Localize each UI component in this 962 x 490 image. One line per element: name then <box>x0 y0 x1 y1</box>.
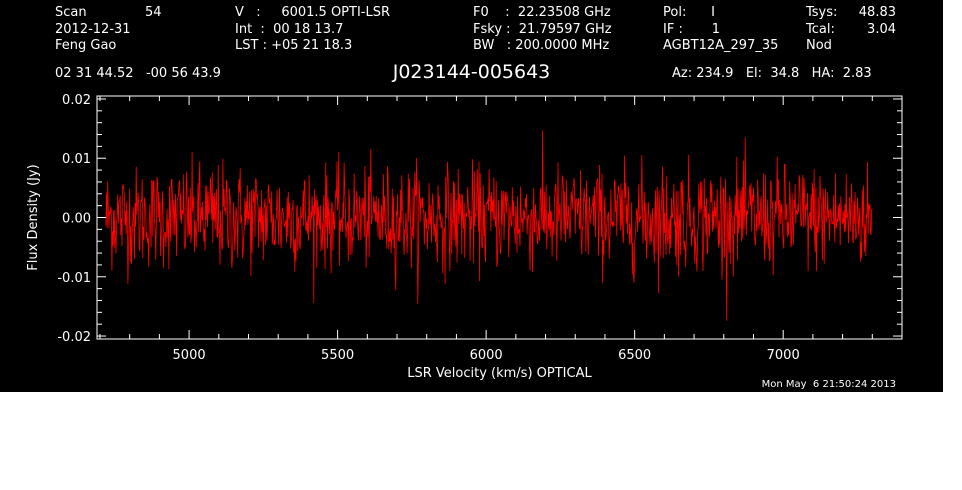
tsys-value: 48.83 <box>858 5 896 20</box>
x-axis-label: LSR Velocity (km/s) OPTICAL <box>407 366 592 381</box>
spectrum-trace <box>105 130 873 321</box>
nod-label: Nod <box>806 38 832 53</box>
x-tick-label: 7000 <box>767 348 800 363</box>
tcal-label: Tcal: <box>806 22 835 37</box>
polarization: Pol: I <box>663 5 715 20</box>
y-tick-label: 0.01 <box>62 152 91 167</box>
source-coordinates: 02 31 44.52 -00 56 43.9 <box>55 66 221 81</box>
x-tick-label: 6500 <box>618 348 651 363</box>
y-tick-label: 0.02 <box>62 93 91 108</box>
project-id: AGBT12A_297_35 <box>663 38 779 53</box>
bandwidth: BW : 200.0000 MHz <box>473 38 610 53</box>
pointing-info: Az: 234.9 El: 34.8 HA: 2.83 <box>672 66 872 81</box>
y-axis-label: Flux Density (Jy) <box>26 164 41 270</box>
observation-date: 2012-12-31 <box>55 22 131 37</box>
x-tick-label: 5500 <box>321 348 354 363</box>
tcal-value: 3.04 <box>867 22 896 37</box>
if-number: IF : 1 <box>663 22 721 37</box>
scan-number: 54 <box>145 5 162 20</box>
rest-frequency: F0 : 22.23508 GHz <box>473 5 611 20</box>
scan-label: Scan <box>55 5 87 20</box>
spectrum-chart: 5000 5500 6000 6500 7000 -0.02 -0.01 0.00 0.01 0.… <box>26 93 903 381</box>
x-tick-label: 5000 <box>173 348 206 363</box>
velocity-info: V : 6001.5 OPTI-LSR <box>235 5 391 20</box>
y-tick-label: 0.00 <box>62 212 91 227</box>
y-tick-label: -0.01 <box>57 271 91 286</box>
tsys-label: Tsys: <box>806 5 838 20</box>
timestamp: Mon May 6 21:50:24 2013 <box>761 379 896 390</box>
x-tick-label: 6000 <box>470 348 503 363</box>
sky-frequency: Fsky : 21.79597 GHz <box>473 22 612 37</box>
lst-info: LST : +05 21 18.3 <box>235 38 353 53</box>
chart-title: J023144-005643 <box>392 61 551 83</box>
integration-time: Int : 00 18 13.7 <box>235 22 344 37</box>
y-tick-label: -0.02 <box>57 330 91 345</box>
observer-name: Feng Gao <box>55 38 117 53</box>
spectrum-panel: Scan 54 2012-12-31 Feng Gao V : 6001.5 O… <box>0 0 943 392</box>
